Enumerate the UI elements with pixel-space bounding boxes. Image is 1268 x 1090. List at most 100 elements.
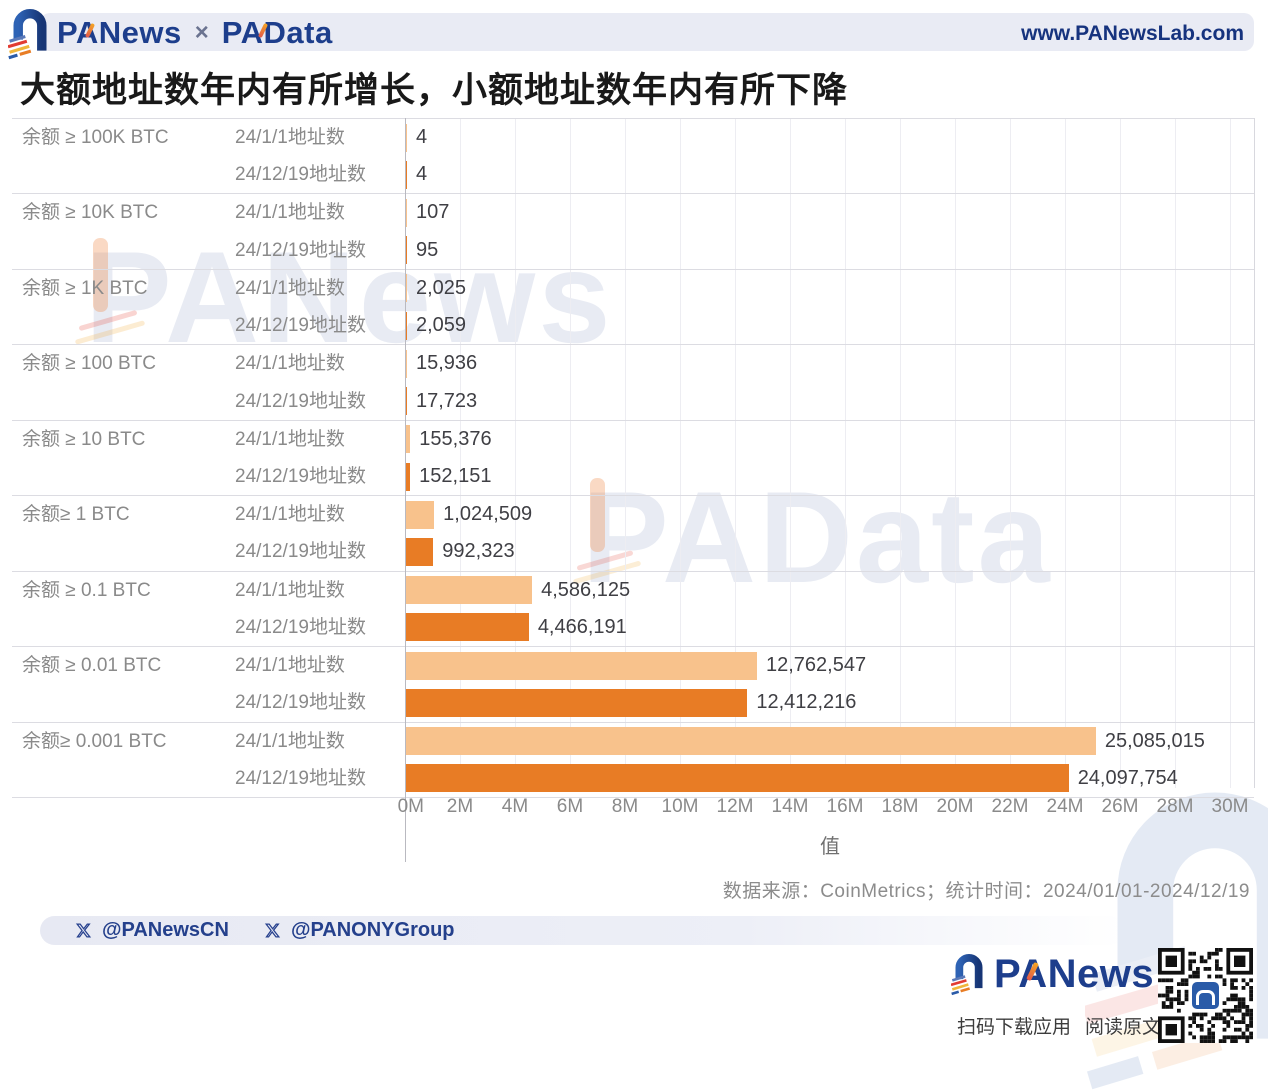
series-label: 24/1/1地址数 <box>235 504 345 526</box>
brand-row: PANews × PAData <box>57 15 333 50</box>
brand-padata: PAData <box>221 15 333 50</box>
series-label: 24/12/19地址数 <box>235 465 366 487</box>
bar-24/1/1地址数 <box>406 199 407 228</box>
x-tick-label: 8M <box>611 796 639 817</box>
handle-panonygroup[interactable]: @PANONYGroup <box>290 919 455 941</box>
series-label: 24/12/19地址数 <box>235 541 366 563</box>
value-label: 15,936 <box>416 352 478 375</box>
series-label: 24/12/19地址数 <box>235 616 366 638</box>
bar-24/1/1地址数 <box>406 727 1096 756</box>
brand-panews: PANews <box>57 15 182 50</box>
series-label: 24/1/1地址数 <box>235 730 345 752</box>
x-twitter-icon <box>75 923 92 938</box>
chart-row-group: 余额 ≥ 100K BTC 24/1/1地址数 4 24/12/19地址数 4 <box>12 118 1254 193</box>
x-tick-label: 4M <box>501 796 529 817</box>
value-label: 107 <box>416 201 450 224</box>
category-label: 余额≥ 0.001 BTC <box>22 730 167 752</box>
series-label: 24/1/1地址数 <box>235 127 345 148</box>
value-label: 4 <box>416 126 428 148</box>
bar-24/12/19地址数 <box>406 387 407 416</box>
x-tick-label: 24M <box>1046 796 1084 817</box>
bar-24/12/19地址数 <box>406 764 1069 793</box>
value-label: 152,151 <box>419 464 492 487</box>
x-tick-label: 6M <box>556 796 584 817</box>
bar-24/1/1地址数 <box>406 123 407 152</box>
value-label: 95 <box>416 238 439 261</box>
category-label: 余额 ≥ 100 BTC <box>22 353 156 375</box>
category-label: 余额 ≥ 0.01 BTC <box>22 655 162 677</box>
series-label: 24/12/19地址数 <box>235 315 366 337</box>
chart-row-group: 余额 ≥ 100 BTC 24/1/1地址数 15,936 24/12/19地址数 17… <box>12 344 1254 419</box>
series-label: 24/12/19地址数 <box>235 164 366 186</box>
qr-pattern <box>1158 948 1253 1043</box>
chart-row-group: 余额 ≥ 0.1 BTC 24/1/1地址数 4,586,125 24/12/19地址… <box>12 570 1254 646</box>
value-label: 4 <box>416 163 428 186</box>
bar-24/12/19地址数 <box>406 462 411 491</box>
bar-24/12/19地址数 <box>406 236 407 265</box>
x-tick-label: 22M <box>991 796 1029 817</box>
chart-row-group: 余额 ≥ 0.01 BTC 24/1/1地址数 12,762,547 24/12/19… <box>12 646 1254 721</box>
chart-rows: 余额 ≥ 100K BTC 24/1/1地址数 4 24/12/19地址数 4 余额 ≥ … <box>12 118 1254 798</box>
x-tick-label: 14M <box>771 796 809 817</box>
x-tick-label: 12M <box>716 796 754 817</box>
value-label: 992,323 <box>442 540 515 563</box>
value-label: 2,059 <box>416 314 467 337</box>
handle-panewscn[interactable]: @PANewsCN <box>102 919 229 941</box>
x-tick-label: 0M <box>397 796 425 817</box>
chart-row-group: 余额 ≥ 10 BTC 24/1/1地址数 155,376 24/12/19地址数 15… <box>12 419 1254 495</box>
category-label: 余额 ≥ 10K BTC <box>22 202 159 224</box>
x-tick-label: 26M <box>1101 796 1139 817</box>
value-label: 17,723 <box>416 389 478 412</box>
x-tick-label: 2M <box>446 796 474 817</box>
chart-row-group: 余额 ≥ 1K BTC 24/1/1地址数 2,025 24/12/19地址数 2,05… <box>12 268 1254 344</box>
value-label: 4,466,191 <box>537 615 627 638</box>
category-label: 余额 ≥ 100K BTC <box>22 127 169 148</box>
bar-24/1/1地址数 <box>406 576 533 605</box>
social-bar: @PANewsCN @PANONYGroup <box>40 916 1125 945</box>
x-tick-label: 10M <box>661 796 699 817</box>
caption-read: 阅读原文 <box>1085 1017 1162 1038</box>
value-label: 12,412,216 <box>756 691 857 714</box>
chart-row-group: 余额≥ 0.001 BTC 24/1/1地址数 25,085,015 24/12/19… <box>12 721 1254 798</box>
category-label: 余额≥ 1 BTC <box>22 504 130 526</box>
bar-24/12/19地址数 <box>406 613 529 642</box>
footer-brand: PANews <box>994 951 1155 996</box>
bar-24/1/1地址数 <box>406 425 411 454</box>
bar-24/12/19地址数 <box>406 311 407 340</box>
bar-24/12/19地址数 <box>406 537 434 566</box>
bar-24/12/19地址数 <box>406 688 748 717</box>
qr-code <box>1158 948 1253 1043</box>
series-label: 24/1/1地址数 <box>235 277 345 299</box>
x-tick-label: 16M <box>826 796 864 817</box>
panews-logo-icon <box>8 9 47 60</box>
series-label: 24/1/1地址数 <box>235 353 345 375</box>
series-label: 24/1/1地址数 <box>235 655 345 677</box>
category-label: 余额 ≥ 0.1 BTC <box>22 579 151 601</box>
bar-24/12/19地址数 <box>406 160 407 189</box>
x-tick-label: 18M <box>881 796 919 817</box>
watermark-logo-stem <box>93 238 108 312</box>
bar-24/1/1地址数 <box>406 274 407 303</box>
y-axis-line <box>405 118 406 862</box>
chart-row-group: 余额≥ 1 BTC 24/1/1地址数 1,024,509 24/12/19地址数 99… <box>12 495 1254 570</box>
header-bar <box>40 13 1254 51</box>
value-label: 12,762,547 <box>765 654 867 677</box>
bar-chart: 余额 ≥ 100K BTC 24/1/1地址数 4 24/12/19地址数 4 余额 ≥ … <box>0 118 1268 865</box>
x-tick-label: 20M <box>936 796 974 817</box>
value-label: 1,024,509 <box>443 503 533 526</box>
bar-24/1/1地址数 <box>406 349 407 378</box>
page-title: 大额地址数年内有所增长，小额地址数年内有所下降 <box>20 71 849 110</box>
category-label: 余额 ≥ 10 BTC <box>22 428 146 450</box>
source-note: 数据来源：CoinMetrics；统计时间：2024/01/01-2024/12… <box>722 881 1250 902</box>
bar-24/1/1地址数 <box>406 500 435 529</box>
series-label: 24/12/19地址数 <box>235 390 366 412</box>
website-link[interactable]: www.PANewsLab.com <box>1021 22 1244 45</box>
caption-scan: 扫码下载应用 <box>957 1017 1072 1038</box>
category-label: 余额 ≥ 1K BTC <box>22 277 148 299</box>
value-label: 24,097,754 <box>1077 766 1178 789</box>
series-label: 24/12/19地址数 <box>235 692 366 714</box>
series-label: 24/1/1地址数 <box>235 579 345 601</box>
series-label: 24/1/1地址数 <box>235 428 345 450</box>
x-axis-title: 值 <box>820 836 840 858</box>
footer-panews-logo-icon <box>951 954 983 996</box>
